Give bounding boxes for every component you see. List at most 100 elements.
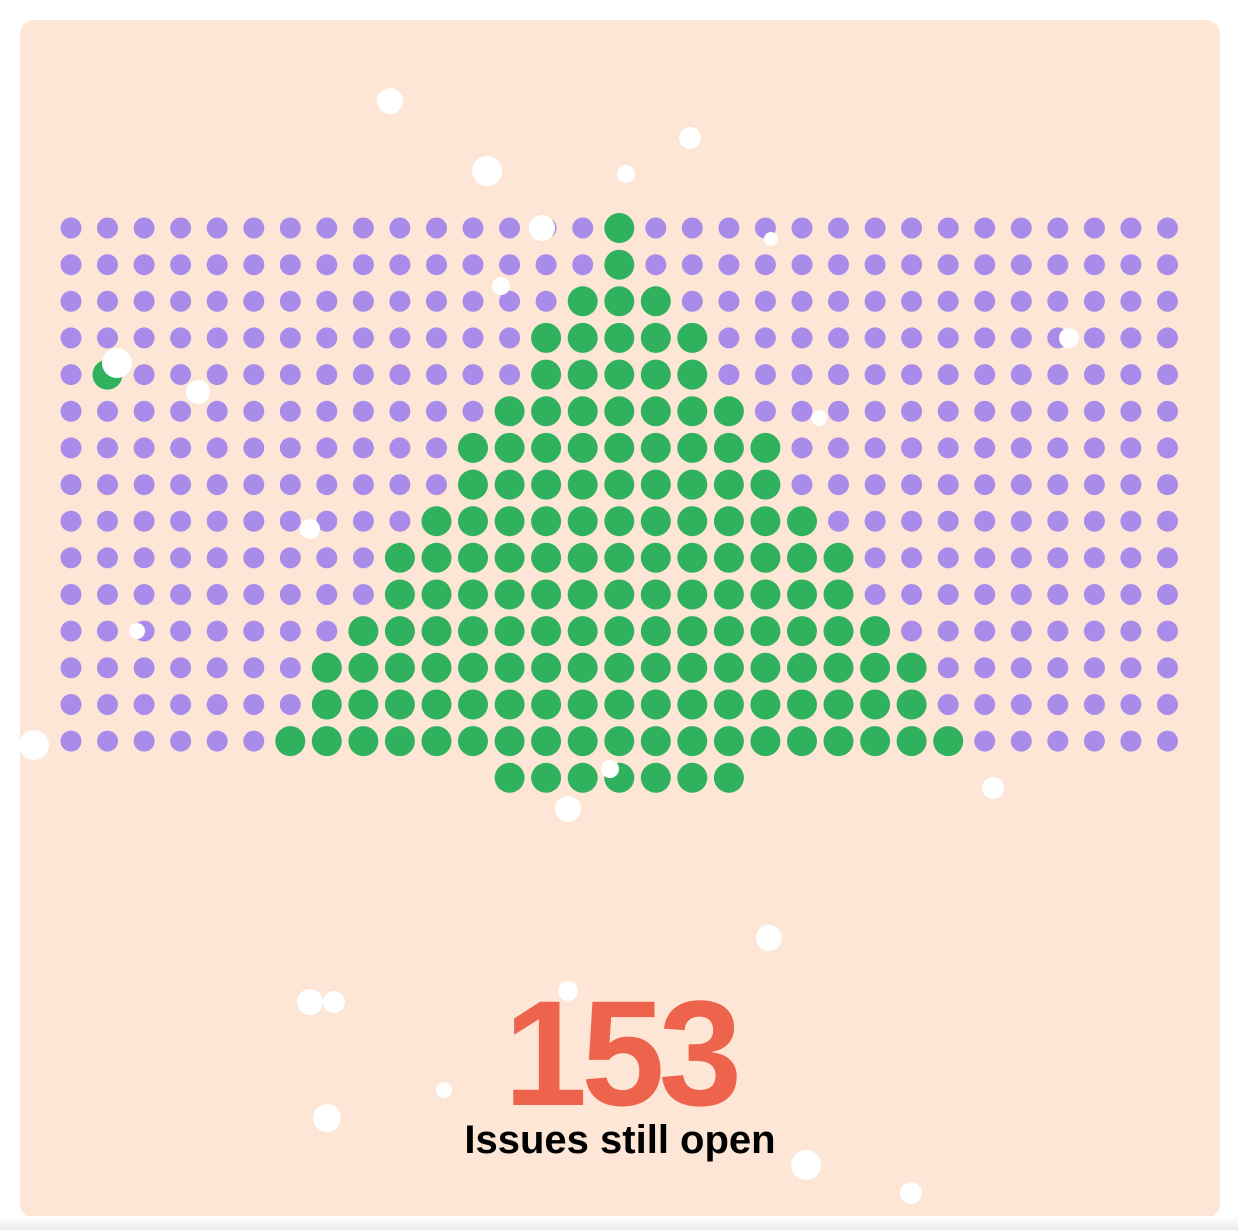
open-issue-dot bbox=[677, 689, 708, 720]
issue-dot bbox=[389, 364, 411, 386]
issue-dot bbox=[754, 254, 776, 276]
snowflake bbox=[555, 796, 581, 822]
open-issue-dot bbox=[421, 542, 452, 573]
snowflake bbox=[102, 348, 132, 378]
issue-dot bbox=[352, 437, 374, 459]
issue-dot bbox=[60, 327, 82, 349]
issue-dot bbox=[60, 547, 82, 569]
snowflake bbox=[791, 1150, 821, 1180]
issue-dot bbox=[1120, 437, 1142, 459]
issue-dot bbox=[316, 510, 338, 532]
open-issue-dot bbox=[604, 396, 635, 427]
open-issue-dot bbox=[275, 726, 306, 757]
issue-dot bbox=[206, 364, 228, 386]
issue-dot bbox=[1047, 657, 1069, 679]
issue-dot bbox=[1083, 437, 1105, 459]
open-issue-dot bbox=[494, 396, 525, 427]
issue-dot bbox=[754, 327, 776, 349]
issue-dot bbox=[352, 217, 374, 239]
issue-dot bbox=[60, 290, 82, 312]
open-issue-dot bbox=[677, 762, 708, 793]
snowflake bbox=[297, 989, 323, 1015]
issue-dot bbox=[1083, 400, 1105, 422]
open-issue-dot bbox=[604, 652, 635, 683]
issue-dot bbox=[206, 254, 228, 276]
snowflake bbox=[529, 215, 555, 241]
open-issue-dot bbox=[421, 652, 452, 683]
open-issue-dot bbox=[750, 542, 781, 573]
issue-dot bbox=[1157, 584, 1178, 605]
open-issue-dot bbox=[677, 506, 708, 537]
issue-dot bbox=[170, 547, 192, 569]
issue-dot bbox=[206, 437, 228, 459]
issue-dot bbox=[1157, 620, 1178, 642]
open-issue-dot bbox=[494, 616, 525, 647]
issue-dot bbox=[645, 254, 667, 276]
open-issue-dot bbox=[640, 359, 671, 390]
issue-dot bbox=[243, 327, 265, 349]
open-issue-dot bbox=[567, 286, 598, 317]
open-issue-dot bbox=[787, 542, 817, 573]
issue-dot bbox=[97, 400, 118, 422]
issue-dot bbox=[97, 547, 118, 569]
snowflake bbox=[472, 156, 502, 186]
issue-dot bbox=[791, 254, 813, 276]
open-issue-dot bbox=[494, 579, 525, 610]
issue-dot bbox=[133, 364, 155, 386]
issue-dot bbox=[206, 474, 228, 496]
open-issue-dot bbox=[421, 579, 452, 610]
open-issue-dot bbox=[860, 652, 891, 683]
issue-dot bbox=[1010, 510, 1032, 532]
issue-dot bbox=[974, 327, 996, 349]
issue-dot bbox=[974, 510, 996, 532]
open-issue-dot bbox=[567, 579, 598, 610]
open-issue-dot bbox=[531, 396, 562, 427]
issue-dot bbox=[791, 437, 813, 459]
issue-dot bbox=[389, 254, 411, 276]
open-issue-dot bbox=[787, 616, 817, 647]
issue-dot bbox=[243, 694, 265, 715]
issue-dot bbox=[828, 290, 849, 312]
open-issue-dot bbox=[604, 689, 635, 720]
issue-dot bbox=[462, 400, 484, 422]
issue-dot bbox=[60, 217, 82, 239]
open-issue-dot bbox=[494, 542, 525, 573]
issue-dot bbox=[828, 437, 849, 459]
issue-dot bbox=[937, 547, 959, 569]
issue-dot bbox=[1083, 547, 1105, 569]
issue-dot bbox=[60, 364, 82, 386]
issue-dot bbox=[206, 510, 228, 532]
issue-dot bbox=[279, 217, 301, 239]
issue-dot bbox=[170, 694, 192, 715]
issue-dot bbox=[1157, 217, 1178, 239]
open-issue-dot bbox=[787, 726, 817, 757]
issue-dot bbox=[1157, 657, 1178, 679]
issue-dot bbox=[1047, 474, 1069, 496]
open-issue-dot bbox=[421, 616, 452, 647]
issue-dot bbox=[1083, 694, 1105, 715]
issue-dot bbox=[718, 290, 740, 312]
open-issue-dot bbox=[640, 652, 671, 683]
issue-dot bbox=[1010, 364, 1032, 386]
issue-dot bbox=[901, 474, 923, 496]
issue-dot bbox=[828, 254, 849, 276]
issue-dot bbox=[60, 437, 82, 459]
open-issue-dot bbox=[567, 506, 598, 537]
issue-dot bbox=[1120, 620, 1142, 642]
issue-dot bbox=[133, 547, 155, 569]
open-issues-label: Issues still open bbox=[464, 1118, 776, 1162]
open-issue-dot bbox=[604, 726, 635, 757]
open-issue-dot bbox=[640, 286, 671, 317]
open-issue-dot bbox=[677, 616, 708, 647]
open-issue-dot bbox=[750, 579, 781, 610]
dots-layer bbox=[60, 213, 1178, 793]
issue-dot bbox=[1157, 510, 1178, 532]
issue-dot bbox=[937, 254, 959, 276]
open-issue-dot bbox=[604, 506, 635, 537]
issue-dot bbox=[133, 474, 155, 496]
open-issue-dot bbox=[567, 432, 598, 463]
issue-dot bbox=[170, 437, 192, 459]
issue-dot bbox=[1010, 547, 1032, 569]
snowflake bbox=[558, 981, 578, 1001]
issue-dot bbox=[352, 327, 374, 349]
